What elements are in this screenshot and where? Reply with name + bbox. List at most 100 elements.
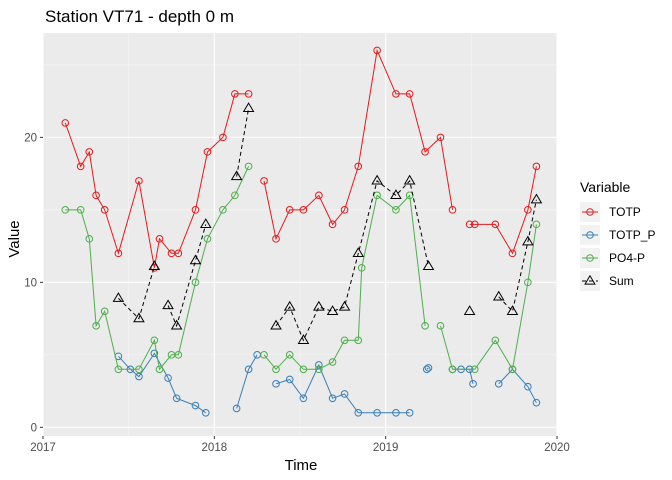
data-point-sum: [297, 334, 310, 344]
data-point-totp-p: [191, 401, 200, 410]
legend-label: TOTP_P: [609, 228, 655, 242]
y-axis-title: Value: [6, 220, 23, 257]
x-tick-label: 2019: [373, 442, 399, 454]
data-point-totp: [532, 162, 541, 171]
data-point-totp: [392, 90, 400, 98]
data-point-totp: [299, 206, 308, 214]
data-point-totp: [465, 220, 474, 229]
data-point-totp: [260, 177, 268, 185]
data-point-totp-p: [150, 349, 159, 358]
data-point-sum: [352, 247, 365, 257]
data-point-po4-p: [328, 358, 337, 366]
data-point-totp-p: [299, 394, 308, 403]
data-point-po4-p: [532, 220, 541, 229]
legend-label: PO4-P: [609, 251, 645, 265]
y-tick-label: 10: [24, 277, 37, 289]
data-point-totp: [354, 162, 363, 171]
data-point-sum: [170, 319, 183, 330]
data-point-totp: [155, 235, 164, 243]
data-point-totp: [328, 220, 337, 229]
data-point-po4-p: [357, 264, 366, 272]
data-point-po4-p: [524, 278, 532, 287]
plot-panel: [42, 33, 558, 436]
data-point-totp-p: [232, 404, 241, 413]
data-point-sum: [199, 218, 212, 228]
data-point-totp: [421, 148, 429, 156]
data-point-po4-p: [155, 365, 164, 374]
legend-key-marker: [586, 208, 594, 216]
data-point-totp-p: [424, 364, 433, 372]
data-point-totp: [85, 148, 94, 156]
data-point-po4-p: [392, 206, 400, 214]
series-po4-p: [61, 162, 541, 374]
data-point-po4-p: [421, 322, 429, 330]
data-point-totp: [135, 177, 143, 185]
data-point-totp-p: [354, 409, 363, 417]
legend-label: Sum: [609, 274, 634, 288]
data-point-totp-p: [285, 375, 294, 384]
x-axis-title: Time: [285, 457, 318, 474]
data-point-po4-p: [448, 365, 457, 374]
data-point-totp-p: [405, 409, 414, 417]
chart-title: Station VT71 - depth 0 m: [45, 7, 234, 26]
data-point-totp: [174, 249, 183, 258]
data-point-sum: [230, 170, 243, 181]
data-point-po4-p: [491, 336, 500, 345]
major-gridlines: [42, 33, 558, 436]
data-point-totp-p: [315, 361, 323, 369]
data-point-totp-p: [172, 394, 181, 403]
data-point-sum: [522, 235, 534, 246]
legend-item-po4-p: PO4-P: [580, 248, 645, 268]
data-point-totp: [436, 133, 445, 142]
data-point-totp-p: [422, 365, 431, 374]
data-point-sum: [463, 305, 476, 315]
data-point-sum: [242, 102, 255, 113]
legend-label: TOTP: [609, 205, 641, 219]
data-point-sum: [506, 305, 519, 315]
data-point-totp-p: [494, 380, 503, 388]
data-point-po4-p: [285, 351, 294, 359]
series-totp: [61, 46, 541, 272]
data-point-totp: [340, 206, 349, 214]
data-point-totp-p: [135, 372, 143, 381]
series-sum: [112, 102, 543, 344]
data-point-totp: [315, 191, 323, 200]
data-point-totp: [244, 90, 253, 98]
x-tick-label: 2018: [202, 442, 228, 454]
data-point-sum: [422, 260, 435, 271]
series-line-po4-p: [440, 224, 537, 371]
data-point-sum: [148, 260, 161, 271]
data-point-sum: [403, 174, 416, 185]
series-line-sum: [275, 179, 429, 342]
series-line-totp-p: [426, 367, 429, 370]
data-point-sum: [283, 300, 296, 311]
legend-title: Variable: [580, 179, 631, 195]
data-point-sum: [133, 312, 145, 323]
data-point-totp: [405, 90, 414, 98]
series-line-totp-p: [275, 363, 410, 414]
data-point-po4-p: [219, 206, 227, 214]
series-line-totp: [469, 166, 537, 255]
series-layer: [61, 46, 543, 417]
data-point-po4-p: [61, 206, 70, 214]
series-line-sum: [118, 266, 155, 320]
data-point-po4-p: [191, 278, 200, 287]
x-axis: 2017 2018 2019 2020: [30, 436, 570, 454]
data-point-po4-p: [174, 351, 183, 359]
series-line-sum: [167, 224, 207, 328]
data-point-sum: [270, 319, 282, 330]
data-point-totp: [92, 191, 100, 200]
series-line-totp: [263, 48, 453, 241]
data-point-totp-p: [201, 409, 210, 417]
data-point-po4-p: [114, 365, 123, 374]
legend-key-marker: [586, 254, 594, 262]
y-tick-label: 20: [24, 132, 37, 144]
legend-key-marker: [586, 231, 594, 239]
data-point-sum: [162, 299, 174, 310]
data-point-sum: [112, 292, 125, 302]
data-point-po4-p: [470, 365, 479, 374]
legend-item-sum: Sum: [580, 271, 634, 291]
y-axis: 0 10 20: [24, 132, 43, 434]
data-point-sum: [326, 305, 339, 315]
